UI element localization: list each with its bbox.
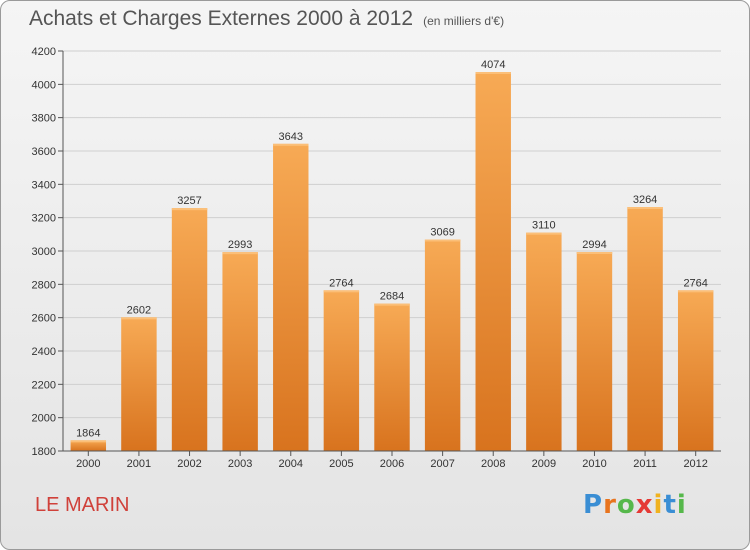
x-tick-label: 2012 — [683, 458, 707, 470]
data-label: 2764 — [683, 277, 707, 289]
y-tick-label: 3600 — [32, 146, 56, 158]
bar-2005 — [323, 290, 360, 451]
bar-highlight — [121, 317, 157, 320]
y-tick-label: 3800 — [32, 113, 56, 125]
chart-title-line: Achats et Charges Externes 2000 à 2012 (e… — [29, 7, 504, 31]
y-tick-label: 4000 — [32, 79, 56, 91]
proxiti-logo: Proxiti — [583, 490, 687, 520]
data-label: 3257 — [177, 195, 201, 207]
bar-highlight — [576, 252, 613, 254]
bar-highlight — [677, 290, 714, 293]
chart-title: Achats et Charges Externes 2000 à 2012 — [29, 7, 414, 30]
data-label: 3643 — [279, 131, 303, 143]
y-tick-label: 4200 — [32, 46, 56, 58]
bar-2003 — [222, 252, 258, 451]
x-tick-label: 2001 — [127, 458, 151, 470]
data-label: 3264 — [633, 194, 657, 206]
x-tick-label: 2000 — [76, 458, 100, 470]
data-label: 2764 — [329, 277, 353, 289]
y-tick-label: 2800 — [32, 279, 56, 291]
bar-highlight — [374, 303, 410, 306]
data-label: 3110 — [532, 220, 556, 232]
bar-highlight — [171, 208, 208, 211]
x-tick-label: 2009 — [532, 458, 556, 470]
data-label: 2602 — [127, 304, 151, 316]
data-label: 2994 — [582, 239, 606, 251]
y-tick-label: 3000 — [32, 246, 56, 258]
y-tick-label: 2000 — [32, 413, 56, 425]
bar-highlight — [323, 290, 360, 293]
y-tick-label: 2600 — [32, 313, 56, 325]
bar-2004 — [273, 143, 309, 452]
bar-2009 — [526, 232, 562, 451]
x-tick-label: 2002 — [177, 458, 201, 470]
x-tick-label: 2008 — [481, 458, 505, 470]
data-label: 1864 — [76, 427, 100, 439]
bar-highlight — [222, 252, 258, 255]
data-label: 2684 — [380, 291, 404, 303]
y-tick-label: 2400 — [32, 346, 56, 358]
bar-2001 — [121, 317, 157, 451]
bar-2006 — [374, 303, 410, 451]
bar-highlight — [424, 239, 461, 242]
commune-name: LE MARIN — [35, 494, 130, 516]
data-label: 4074 — [481, 59, 505, 71]
bar-highlight — [70, 440, 107, 443]
bar-2010 — [576, 252, 613, 451]
y-tick-label: 3400 — [32, 179, 56, 191]
x-tick-label: 2007 — [430, 458, 454, 470]
y-tick-label: 3200 — [32, 213, 56, 225]
x-tick-label: 2011 — [633, 458, 657, 470]
x-tick-label: 2006 — [380, 458, 404, 470]
data-label: 3069 — [430, 227, 454, 239]
x-tick-label: 2004 — [279, 458, 303, 470]
bar-2011 — [627, 207, 663, 451]
bar-2012 — [677, 290, 714, 451]
bar-highlight — [475, 72, 511, 74]
bar-highlight — [273, 143, 309, 146]
bar-2008 — [475, 72, 511, 451]
x-tick-label: 2005 — [329, 458, 353, 470]
bar-2002 — [171, 208, 208, 451]
bar-2007 — [424, 239, 461, 451]
bar-highlight — [526, 232, 562, 235]
data-label: 2993 — [228, 239, 252, 251]
chart-subtitle: (en milliers d'€) — [423, 14, 505, 28]
bar-2000 — [70, 440, 107, 451]
y-tick-label: 1800 — [32, 446, 56, 458]
bar-highlight — [627, 207, 663, 209]
y-tick-label: 2200 — [32, 379, 56, 391]
x-tick-label: 2010 — [582, 458, 606, 470]
x-tick-label: 2003 — [228, 458, 252, 470]
